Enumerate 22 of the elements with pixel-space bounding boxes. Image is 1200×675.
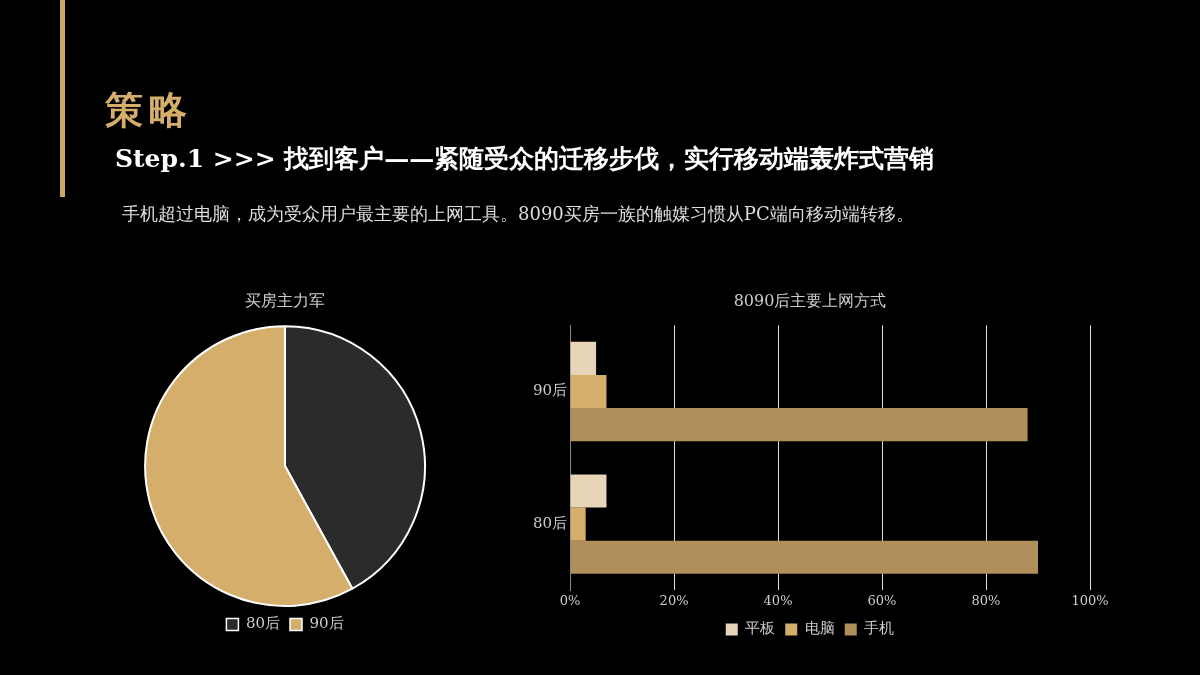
x-tick-label: 80% xyxy=(971,592,1001,608)
text: 手机超过电脑，成为受众用户最主要的上网工具。8090买房一族的触媒习惯从PC端向移动端转移。 xyxy=(122,202,914,226)
legend-label: 平板 xyxy=(745,619,776,638)
bar xyxy=(570,474,607,508)
x-tick-label: 100% xyxy=(1071,592,1109,608)
x-tick-label: 60% xyxy=(867,592,897,608)
legend-label: 手机 xyxy=(864,619,895,638)
bar xyxy=(570,507,586,541)
legend-label: 电脑 xyxy=(804,619,835,638)
text: Step.1 >>> 找到客户——紧随受众的迁移步伐，实行移动端轰炸式营销 xyxy=(115,143,935,175)
bar xyxy=(570,540,1039,574)
legend-label: 90后 xyxy=(309,614,344,633)
legend-label: 80后 xyxy=(245,614,281,633)
x-tick-label: 40% xyxy=(763,592,793,608)
bar xyxy=(570,374,607,409)
bar xyxy=(570,341,597,375)
x-tick-label: 0% xyxy=(559,592,581,608)
chart-title: 买房主力军 xyxy=(245,290,325,310)
chart-title: 8090后主要上网方式 xyxy=(733,290,887,310)
x-tick-label: 20% xyxy=(659,592,689,608)
text: 策略 xyxy=(105,86,193,134)
bar xyxy=(570,408,1028,442)
